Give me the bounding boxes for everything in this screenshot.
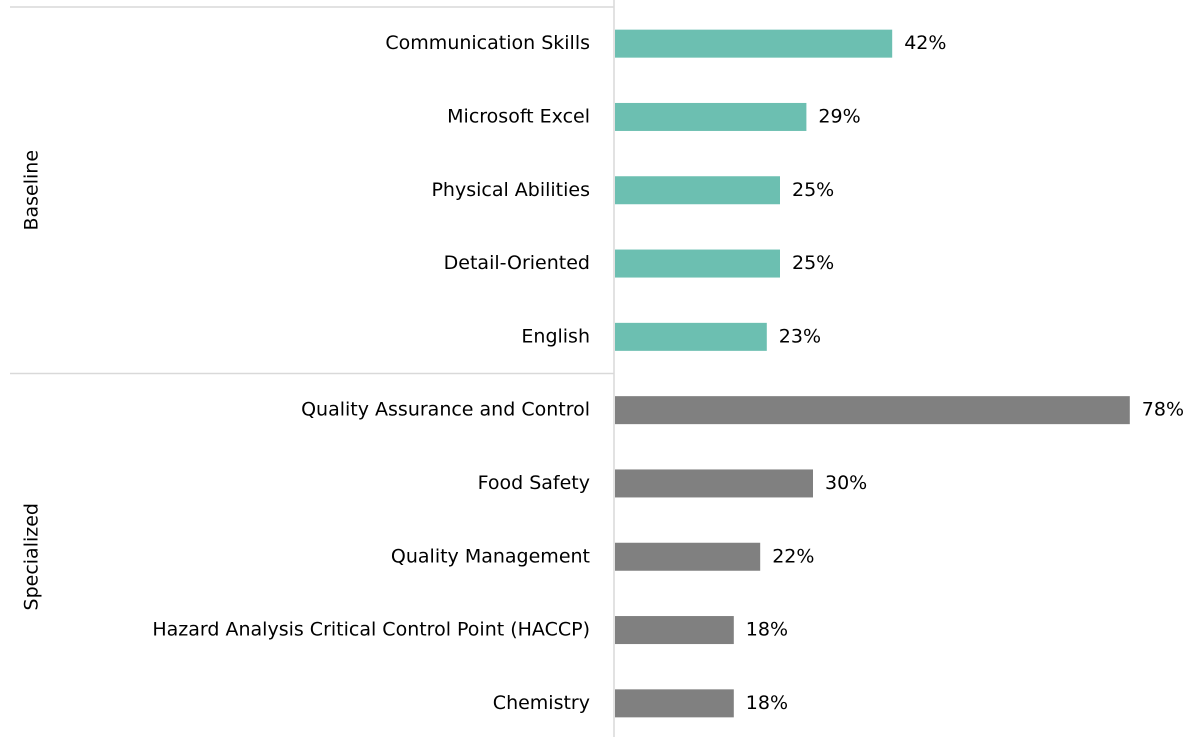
category-label: Microsoft Excel [447, 105, 590, 127]
bar [615, 689, 734, 718]
category-label: Hazard Analysis Critical Control Point (… [152, 619, 590, 641]
value-label: 78% [1142, 399, 1184, 421]
bar [615, 249, 780, 278]
bar [615, 102, 807, 131]
category-label: Food Safety [478, 472, 590, 494]
value-label: 29% [818, 105, 860, 127]
value-label: 18% [746, 692, 788, 714]
category-label: Detail-Oriented [444, 252, 590, 274]
bar [615, 396, 1130, 425]
group-label: Specialized [21, 503, 43, 610]
category-label: Communication Skills [385, 32, 590, 54]
category-label: English [521, 325, 590, 347]
value-label: 22% [772, 545, 814, 567]
value-label: 30% [825, 472, 867, 494]
bar [615, 542, 761, 571]
bar [615, 616, 734, 645]
group-label: Baseline [21, 150, 43, 231]
value-label: 25% [792, 252, 834, 274]
bar [615, 469, 813, 498]
category-label: Quality Management [391, 545, 590, 567]
bar [615, 176, 780, 205]
bar [615, 29, 893, 58]
value-label: 25% [792, 179, 834, 201]
value-label: 18% [746, 619, 788, 641]
category-label: Physical Abilities [431, 179, 590, 201]
category-label: Chemistry [493, 692, 590, 714]
value-label: 42% [904, 32, 946, 54]
bar [615, 322, 767, 351]
category-label: Quality Assurance and Control [301, 399, 590, 421]
value-label: 23% [779, 325, 821, 347]
